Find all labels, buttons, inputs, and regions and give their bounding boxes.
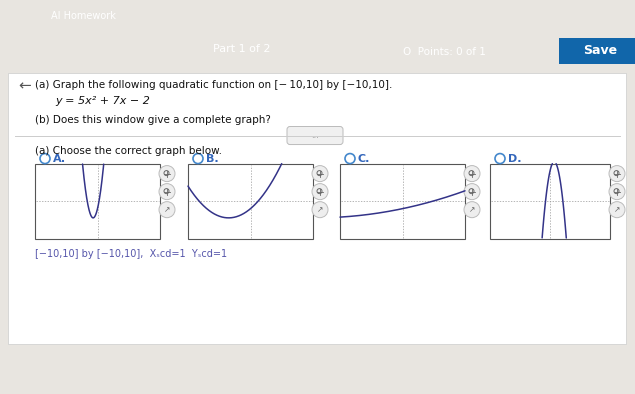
Text: Save: Save	[583, 45, 617, 57]
Text: A.: A.	[53, 154, 66, 164]
Circle shape	[609, 184, 625, 200]
FancyBboxPatch shape	[340, 164, 465, 239]
Text: C.: C.	[358, 154, 370, 164]
Circle shape	[464, 165, 480, 182]
Text: ↗: ↗	[317, 205, 323, 214]
FancyBboxPatch shape	[287, 126, 343, 145]
Text: D.: D.	[508, 154, 521, 164]
FancyBboxPatch shape	[188, 164, 313, 239]
FancyBboxPatch shape	[559, 38, 635, 64]
Text: B.: B.	[206, 154, 218, 164]
Circle shape	[312, 184, 328, 200]
Text: ↗: ↗	[164, 205, 170, 214]
Circle shape	[464, 184, 480, 200]
Text: ←: ←	[18, 78, 30, 93]
Text: y = 5x² + 7x − 2: y = 5x² + 7x − 2	[55, 97, 150, 106]
Circle shape	[312, 165, 328, 182]
FancyBboxPatch shape	[35, 164, 160, 239]
Text: ↗: ↗	[614, 205, 620, 214]
Circle shape	[609, 202, 625, 217]
Text: [−10,10] by [−10,10],  Xₛcd=1  Yₛcd=1: [−10,10] by [−10,10], Xₛcd=1 Yₛcd=1	[35, 249, 227, 259]
Circle shape	[159, 202, 175, 217]
Circle shape	[312, 202, 328, 217]
Text: O  Points: 0 of 1: O Points: 0 of 1	[403, 47, 486, 57]
Circle shape	[609, 165, 625, 182]
FancyBboxPatch shape	[8, 73, 626, 344]
Text: AI Homework: AI Homework	[51, 11, 116, 21]
Circle shape	[464, 202, 480, 217]
Circle shape	[159, 184, 175, 200]
Text: (b) Does this window give a complete graph?: (b) Does this window give a complete gra…	[35, 115, 271, 125]
Circle shape	[159, 165, 175, 182]
Text: ↗: ↗	[469, 205, 475, 214]
FancyBboxPatch shape	[490, 164, 610, 239]
Text: (a) Graph the following quadratic function on [− 10,10] by [−10,10].: (a) Graph the following quadratic functi…	[35, 80, 392, 91]
Text: (a) Choose the correct graph below.: (a) Choose the correct graph below.	[35, 145, 222, 156]
Text: Part 1 of 2: Part 1 of 2	[213, 45, 270, 54]
Text: ...: ...	[311, 131, 319, 140]
